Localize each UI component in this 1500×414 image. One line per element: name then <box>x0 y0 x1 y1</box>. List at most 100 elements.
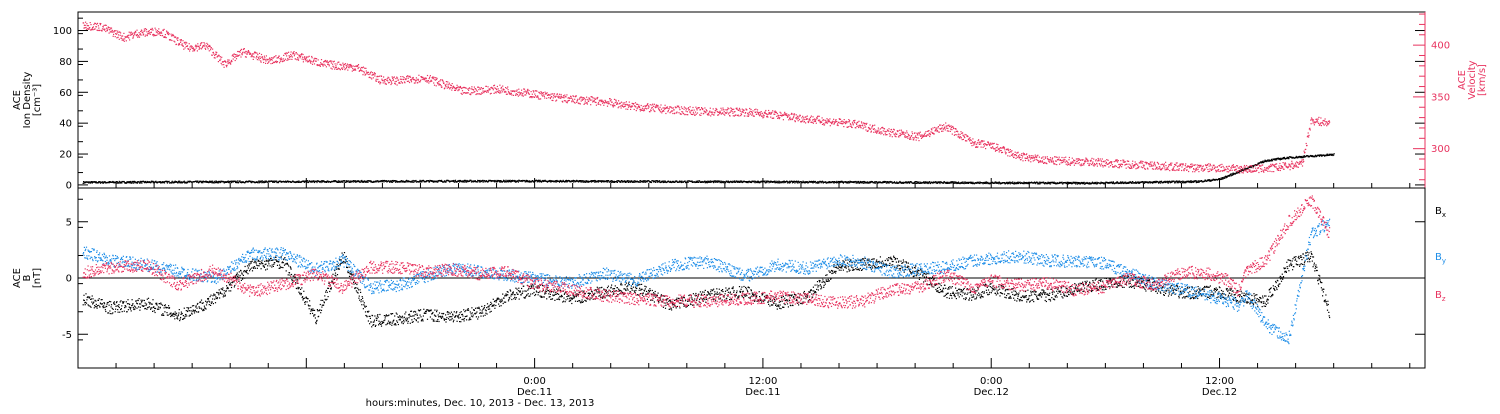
data-point <box>628 107 629 108</box>
data-point <box>583 97 584 98</box>
data-point <box>398 79 399 80</box>
data-point <box>426 80 427 81</box>
data-point <box>472 92 473 93</box>
data-point <box>471 180 472 181</box>
data-point <box>377 79 378 80</box>
data-point <box>408 81 409 82</box>
data-point <box>760 113 761 114</box>
data-point <box>831 123 832 124</box>
data-point <box>320 66 321 67</box>
data-point <box>787 116 788 117</box>
data-point <box>489 89 490 90</box>
data-point <box>597 98 598 99</box>
data-point <box>296 52 297 53</box>
data-point <box>161 31 162 32</box>
data-point <box>395 78 396 79</box>
data-point <box>379 83 380 84</box>
data-point <box>1155 181 1156 182</box>
data-point <box>789 117 790 118</box>
data-point <box>415 180 416 181</box>
data-point <box>358 64 359 65</box>
data-point <box>163 30 164 31</box>
data-point <box>522 95 523 96</box>
data-point <box>698 182 699 183</box>
data-point <box>729 115 730 116</box>
data-point <box>835 122 836 123</box>
data-point <box>494 93 495 94</box>
data-point <box>306 56 307 57</box>
data-point <box>390 84 391 85</box>
data-point <box>257 59 258 60</box>
data-point <box>253 53 254 54</box>
data-point <box>809 118 810 119</box>
data-point <box>808 121 809 122</box>
data-point <box>197 50 198 51</box>
data-point <box>397 84 398 85</box>
data-point <box>918 181 919 182</box>
data-point <box>235 60 236 61</box>
data-point <box>486 92 487 93</box>
data-point <box>1182 182 1183 183</box>
data-point <box>314 63 315 64</box>
data-point <box>182 40 183 41</box>
data-point <box>542 95 543 96</box>
data-point <box>681 114 682 115</box>
data-point <box>620 103 621 104</box>
data-point <box>305 58 306 59</box>
data-point <box>802 121 803 122</box>
data-point <box>614 99 615 100</box>
data-point <box>797 116 798 117</box>
data-point <box>376 81 377 82</box>
data-point <box>579 99 580 100</box>
data-point <box>654 104 655 105</box>
data-point <box>387 78 388 79</box>
data-point <box>86 23 87 24</box>
data-point <box>621 102 622 103</box>
data-point <box>352 68 353 69</box>
data-point <box>674 113 675 114</box>
data-point <box>455 90 456 91</box>
data-point <box>256 57 257 58</box>
data-point <box>518 96 519 97</box>
data-point <box>779 117 780 118</box>
data-point <box>418 75 419 76</box>
data-point <box>812 122 813 123</box>
data-point <box>502 86 503 87</box>
data-point <box>626 101 627 102</box>
data-point <box>210 46 211 47</box>
data-point <box>267 63 268 64</box>
data-point <box>326 62 327 63</box>
data-point <box>328 64 329 65</box>
data-point <box>422 79 423 80</box>
data-point <box>771 112 772 113</box>
data-point <box>521 92 522 93</box>
data-point <box>558 97 559 98</box>
data-point <box>300 56 301 57</box>
data-point <box>762 116 763 117</box>
data-point <box>721 109 722 110</box>
data-point <box>349 67 350 68</box>
data-point <box>544 97 545 98</box>
data-point <box>259 53 260 54</box>
right-tick-label: 350 <box>1431 92 1450 103</box>
data-point <box>223 61 224 62</box>
data-point <box>121 38 122 39</box>
data-point <box>280 61 281 62</box>
data-point <box>355 68 356 69</box>
data-point <box>843 126 844 127</box>
data-point <box>351 65 352 66</box>
data-point <box>517 89 518 90</box>
data-point <box>97 30 98 31</box>
data-point <box>174 41 175 42</box>
data-point <box>117 32 118 33</box>
data-point <box>609 103 610 104</box>
data-point <box>848 126 849 127</box>
data-point <box>824 124 825 125</box>
data-point <box>365 68 366 69</box>
data-point <box>1298 157 1299 158</box>
data-point <box>561 97 562 98</box>
data-point <box>740 111 741 112</box>
data-point <box>155 35 156 36</box>
data-point <box>691 114 692 115</box>
data-point <box>754 109 755 110</box>
